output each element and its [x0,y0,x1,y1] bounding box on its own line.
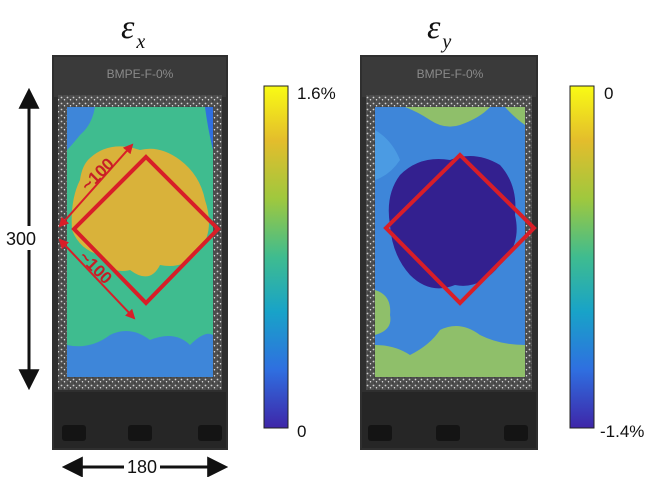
specimen-x-top-grip [54,57,226,97]
panel-x-subscript: x [135,31,145,53]
colorbar-y [569,85,595,429]
dimension-width: 180 [61,456,229,477]
contour-x-blue-bottom [67,331,213,377]
contour-y-green-bottom [375,326,525,377]
specimen-x-label: BMPE-F-0% [107,67,174,81]
dimension-height: 300 [4,87,44,391]
panel-x-symbol: ε [121,9,135,46]
colorbar-x-min-label: 0 [297,422,306,441]
colorbar-x-max-label: 1.6% [297,84,336,103]
specimen-y-label: BMPE-F-0% [417,67,484,81]
colorbar-x [263,85,289,429]
contour-y-navy-core [388,156,517,289]
panel-y-symbol: ε [427,9,441,46]
colorbar-y-max-label: 0 [604,84,613,103]
contour-y-green-topright [505,107,525,125]
contour-y-blue-outer-left [375,130,400,180]
specimen-x-bolts [62,425,222,441]
colorbar-y-min-label: -1.4% [600,422,644,441]
contour-x-blue-topright [205,107,213,150]
specimen-y-bolts [368,425,528,441]
panel-y-subscript: y [440,31,451,53]
dimension-width-label: 180 [127,457,157,477]
diag-arrow-lower [58,238,136,320]
dimension-height-label: 300 [6,229,36,249]
diamond-outline-y [383,152,537,306]
contour-x-blue-topleft [67,107,95,150]
specimen-y-top-grip [362,57,536,97]
contour-y-green-top [405,107,490,127]
contour-y-green-left [375,290,391,335]
diag-arrow-upper [58,143,134,228]
